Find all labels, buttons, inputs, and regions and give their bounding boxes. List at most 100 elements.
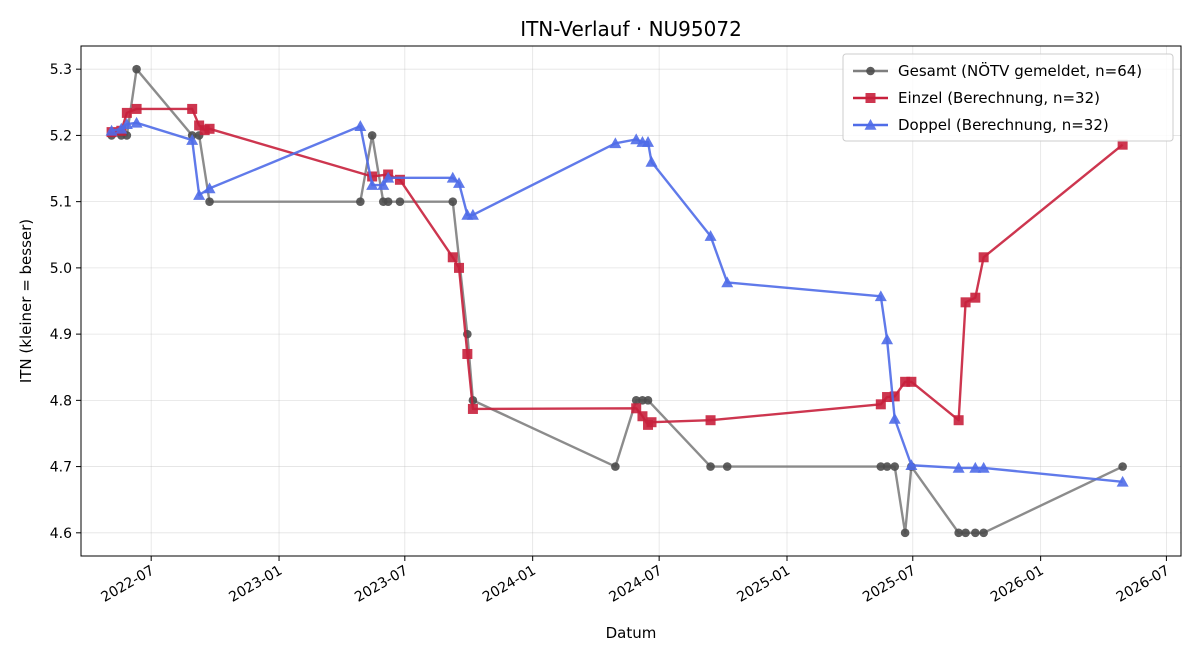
data-point-triangle bbox=[366, 179, 379, 190]
data-point-square bbox=[131, 103, 142, 114]
data-point-triangle bbox=[881, 333, 894, 345]
series-2 bbox=[106, 103, 1128, 430]
x-tick-label: 2024-07 bbox=[606, 563, 665, 606]
legend-box bbox=[842, 53, 1174, 142]
x-axis-label: Datum bbox=[606, 624, 657, 642]
legend-label: Doppel (Berechnung, n=32) bbox=[898, 116, 1109, 134]
series-line bbox=[111, 107, 1124, 427]
x-tick-label: 2023-01 bbox=[226, 563, 285, 606]
data-point-triangle bbox=[193, 189, 206, 200]
x-tick-label: 2023-07 bbox=[352, 563, 411, 606]
data-point-square bbox=[953, 415, 964, 426]
data-point-triangle bbox=[203, 182, 216, 194]
data-point-circle bbox=[367, 131, 377, 140]
data-point-circle bbox=[383, 197, 393, 206]
data-point-square bbox=[631, 403, 642, 414]
data-point-triangle bbox=[905, 459, 918, 471]
data-point-triangle bbox=[446, 171, 459, 183]
series-layer bbox=[105, 64, 1129, 538]
data-point-square bbox=[900, 376, 911, 387]
data-point-circle bbox=[395, 197, 405, 206]
data-point-triangle bbox=[864, 119, 877, 130]
data-point-triangle bbox=[642, 136, 655, 147]
data-point-triangle bbox=[382, 171, 395, 183]
x-axis: 2022-07 2023-01 2023-07 2024-01 2024-07 2025-… bbox=[99, 556, 1172, 606]
data-point-triangle bbox=[888, 412, 901, 424]
data-point-circle bbox=[706, 462, 715, 471]
data-point-triangle bbox=[952, 461, 965, 473]
data-point-triangle bbox=[977, 461, 990, 473]
data-point-circle bbox=[448, 197, 458, 206]
data-point-square bbox=[462, 348, 473, 359]
data-point-triangle bbox=[1116, 475, 1129, 487]
y-tick-label: 4.6 bbox=[50, 526, 72, 542]
data-point-triangle bbox=[645, 155, 658, 167]
data-point-triangle bbox=[969, 461, 982, 473]
data-point-square bbox=[447, 252, 458, 263]
data-point-square bbox=[394, 174, 405, 185]
data-point-circle bbox=[356, 197, 365, 206]
legend-item: Gesamt (NÖTV gemeldet, n=64) bbox=[853, 61, 1142, 80]
data-point-triangle bbox=[874, 290, 887, 302]
data-point-circle bbox=[611, 462, 620, 471]
data-point-circle bbox=[979, 528, 988, 538]
series-3 bbox=[105, 116, 1129, 487]
data-point-triangle bbox=[466, 208, 479, 220]
legend-label: Gesamt (NÖTV gemeldet, n=64) bbox=[898, 61, 1142, 80]
x-tick-label: 2022-07 bbox=[99, 563, 158, 606]
legend-item: Einzel (Berechnung, n=32) bbox=[853, 89, 1100, 107]
data-point-square bbox=[637, 411, 648, 422]
data-point-circle bbox=[876, 462, 886, 471]
y-tick-label: 4.8 bbox=[50, 393, 72, 409]
chart-title: ITN-Verlauf · NU95072 bbox=[520, 17, 742, 41]
data-point-square bbox=[906, 376, 917, 387]
data-point-square bbox=[467, 403, 478, 414]
plot-area-frame bbox=[80, 45, 1182, 557]
data-point-circle bbox=[882, 462, 892, 471]
legend-item: Doppel (Berechnung, n=32) bbox=[853, 116, 1109, 134]
data-point-circle bbox=[722, 462, 732, 471]
data-point-triangle bbox=[186, 134, 199, 145]
legend-label: Einzel (Berechnung, n=32) bbox=[898, 89, 1100, 107]
y-tick-label: 5.1 bbox=[50, 195, 72, 211]
data-point-circle bbox=[971, 528, 980, 538]
y-tick-label: 5.2 bbox=[50, 128, 72, 144]
data-point-square bbox=[187, 103, 198, 114]
data-point-square bbox=[889, 391, 900, 402]
data-point-circle bbox=[890, 462, 900, 471]
y-tick-label: 4.9 bbox=[50, 327, 72, 343]
data-point-square bbox=[367, 171, 378, 182]
data-point-circle bbox=[900, 528, 910, 538]
y-axis-label: ITN (kleiner = besser) bbox=[17, 219, 35, 383]
data-point-square bbox=[705, 415, 716, 426]
x-tick-label: 2025-07 bbox=[860, 563, 919, 606]
y-tick-label: 4.7 bbox=[50, 460, 72, 476]
data-point-circle bbox=[205, 197, 214, 206]
data-point-square bbox=[875, 399, 886, 410]
data-point-triangle bbox=[630, 133, 643, 145]
data-point-triangle bbox=[130, 116, 143, 128]
data-point-circle bbox=[1118, 462, 1127, 471]
data-point-triangle bbox=[453, 177, 466, 188]
data-point-square bbox=[646, 417, 657, 428]
data-point-square bbox=[194, 120, 205, 131]
data-point-square bbox=[978, 252, 989, 263]
data-point-square bbox=[970, 292, 981, 303]
data-point-triangle bbox=[704, 230, 717, 241]
x-tick-label: 2024-01 bbox=[480, 563, 539, 606]
series-line bbox=[111, 121, 1123, 484]
y-tick-label: 5.0 bbox=[50, 261, 72, 277]
y-axis: 4.6 4.7 4.8 4.9 5.0 5.1 5.2 5.3 bbox=[50, 62, 81, 542]
data-point-triangle bbox=[120, 118, 133, 129]
data-point-triangle bbox=[105, 124, 118, 136]
data-point-square bbox=[865, 93, 876, 103]
data-point-circle bbox=[631, 396, 641, 405]
y-tick-label: 5.3 bbox=[50, 62, 72, 78]
x-tick-label: 2026-01 bbox=[988, 563, 1047, 606]
legend: Gesamt (NÖTV gemeldet, n=64) Einzel (Bere… bbox=[842, 53, 1174, 142]
data-point-circle bbox=[961, 528, 970, 538]
data-point-square bbox=[454, 262, 465, 273]
data-point-triangle bbox=[609, 137, 622, 149]
data-point-square bbox=[204, 123, 215, 134]
